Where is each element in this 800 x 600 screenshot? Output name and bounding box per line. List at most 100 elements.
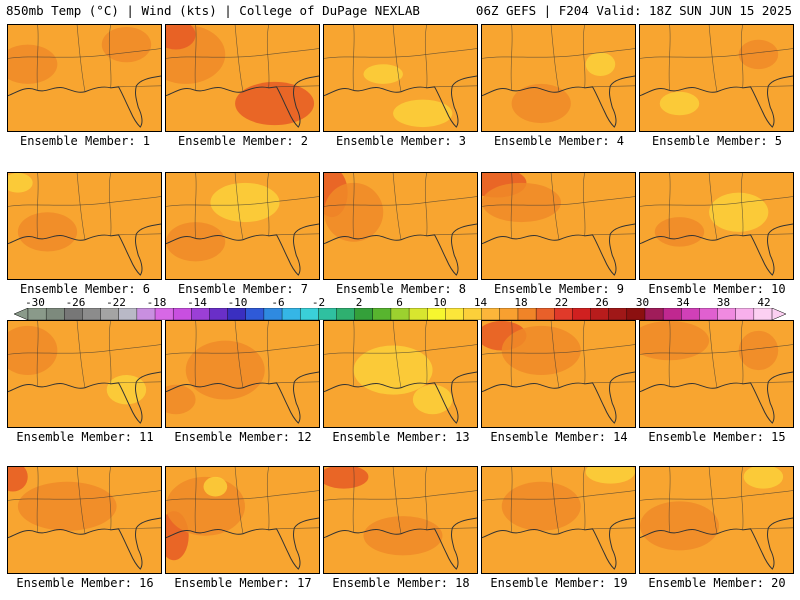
coastline [640, 223, 793, 276]
state-border [108, 467, 112, 530]
state-border [740, 321, 744, 384]
state-border [36, 25, 39, 90]
colorbar-swatch [64, 308, 83, 320]
state-border [582, 173, 586, 236]
colorbar-swatch [27, 308, 47, 320]
state-border [36, 321, 39, 386]
colorbar-swatch [681, 308, 700, 320]
ensemble-member-label: Ensemble Member: 9 [493, 282, 625, 296]
temperature-map [324, 467, 477, 573]
ensemble-member-label: Ensemble Member: 19 [490, 576, 628, 590]
map-panel [481, 172, 636, 280]
colorbar-tick-label: -2 [311, 296, 326, 309]
map-panel [323, 320, 478, 428]
temperature-shading [324, 467, 369, 489]
temperature-shading [8, 44, 58, 84]
state-border [324, 48, 477, 59]
state-border [708, 467, 718, 534]
state-border [266, 25, 270, 88]
state-border [166, 48, 319, 59]
colorbar-tick-label: 6 [396, 296, 403, 309]
state-border [434, 233, 477, 236]
colorbar-tick-label: -10 [227, 296, 248, 309]
temperature-shading [709, 192, 769, 232]
map-panel [165, 466, 320, 574]
coastline [166, 223, 319, 276]
state-border [8, 490, 161, 501]
colorbar-swatch [445, 308, 465, 320]
ensemble-member-label: Ensemble Member: 7 [177, 282, 309, 296]
state-border [166, 196, 319, 207]
state-border [424, 467, 428, 530]
colorbar-swatch [354, 308, 374, 320]
colorbar-swatch [626, 308, 646, 320]
temperature-map [324, 173, 477, 279]
temperature-shading [166, 384, 196, 415]
coastline [482, 371, 635, 424]
colorbar-tick-label: 30 [635, 296, 650, 309]
state-border [166, 490, 319, 501]
colorbar-swatch [590, 308, 610, 320]
ensemble-member-label: Ensemble Member: 1 [19, 134, 151, 148]
temperature-map [324, 321, 477, 427]
temperature-shading [8, 173, 33, 193]
colorbar-swatch [572, 308, 592, 320]
colorbar-swatch [408, 308, 428, 320]
state-border [8, 344, 161, 355]
state-border [550, 321, 560, 388]
state-border [76, 173, 86, 240]
state-border [194, 321, 197, 386]
coastline [8, 517, 161, 570]
map-panel [481, 466, 636, 574]
temperature-map [640, 321, 793, 427]
temperature-shading [235, 81, 315, 126]
temperature-shading [17, 212, 78, 252]
colorbar-left-arrow [14, 308, 29, 320]
state-border [582, 321, 586, 384]
colorbar-tick-label: -14 [187, 296, 207, 309]
state-border [352, 25, 355, 90]
colorbar-swatch [753, 308, 773, 320]
colorbar-swatch [644, 308, 664, 320]
temperature-shading [17, 481, 117, 531]
map-background [640, 25, 793, 131]
coastline [324, 371, 477, 424]
chart-title: 850mb Temp (°C) | Wind (kts) | College o… [6, 3, 420, 18]
state-border [352, 173, 355, 238]
state-border [266, 321, 270, 384]
state-border [740, 173, 744, 236]
coastline [482, 223, 635, 276]
state-border [668, 467, 671, 532]
temperature-map [482, 467, 635, 573]
colorbar-swatch [227, 308, 247, 320]
map-panel [7, 320, 162, 428]
temperature-shading [393, 99, 453, 128]
coastline [482, 75, 635, 128]
colorbar-swatch [608, 308, 628, 320]
colorbar-swatch [209, 308, 229, 320]
coastline [8, 223, 161, 276]
colorbar-swatch [463, 308, 483, 320]
state-border [108, 173, 112, 236]
state-border [424, 25, 428, 88]
map-panel [481, 24, 636, 132]
temperature-shading [203, 476, 228, 497]
state-border [592, 85, 635, 88]
temperature-shading [640, 321, 710, 361]
state-border [510, 467, 513, 532]
state-border [592, 527, 635, 530]
temperature-map [482, 321, 635, 427]
run-info: 06Z GEFS | F204 Valid: 18Z SUN JUN 15 20… [475, 3, 792, 18]
temperature-map [166, 467, 319, 573]
temperature-map [640, 173, 793, 279]
colorbar-tick-label: -6 [271, 296, 285, 309]
colorbar-swatch [299, 308, 319, 320]
colorbar-tick-label: 2 [355, 296, 363, 309]
ensemble-member-label: Ensemble Member: 12 [174, 430, 312, 444]
coastline [324, 75, 477, 128]
state-border [708, 173, 718, 240]
state-border [352, 321, 355, 386]
temperature-shading [501, 325, 581, 375]
ensemble-member-label: Ensemble Member: 16 [16, 576, 154, 590]
coastline [8, 75, 161, 128]
